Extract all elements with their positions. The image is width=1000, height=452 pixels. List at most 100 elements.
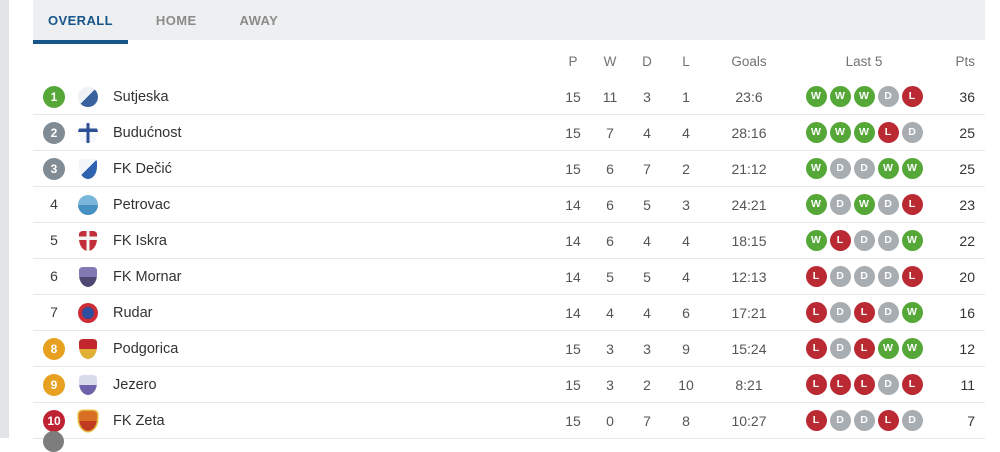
- rank-cell: 7: [33, 304, 75, 322]
- page-left-margin: [0, 0, 9, 438]
- team-name[interactable]: FK Zeta: [113, 412, 165, 429]
- tab-home[interactable]: HOME: [155, 12, 197, 28]
- form-icon-l: L: [901, 266, 923, 287]
- points-cell: 20: [959, 268, 975, 285]
- form-icon-l: L: [805, 266, 827, 287]
- draws-cell: 4: [643, 124, 651, 141]
- rank-badge: 8: [43, 337, 65, 360]
- draws-cell: 3: [643, 88, 651, 105]
- draws-cell: 5: [643, 268, 651, 285]
- rank-cell: 10: [33, 409, 75, 432]
- team-name[interactable]: FK Iskra: [113, 232, 167, 249]
- team-crest-icon: [78, 302, 98, 323]
- form-icon-l: L: [805, 302, 827, 323]
- rank-cell: 4: [33, 196, 75, 214]
- team-badge-cell: [75, 410, 101, 431]
- form-icon-w: W: [901, 302, 923, 323]
- rank-badge: 4: [50, 195, 58, 212]
- form-icon-w: W: [805, 230, 827, 251]
- form-icon-w: W: [853, 194, 875, 215]
- points-header: Pts: [955, 54, 975, 69]
- form-icon-l: L: [901, 86, 923, 107]
- team-badge-cell: [75, 266, 101, 287]
- team-crest-icon: [78, 86, 98, 107]
- form-icon-l: L: [805, 374, 827, 395]
- goals-cell: 21:12: [731, 160, 767, 177]
- team-badge-cell: [75, 194, 101, 215]
- goals-cell: 23:6: [735, 88, 763, 105]
- losses-cell: 3: [682, 196, 690, 213]
- tab-overall[interactable]: OVERALL: [33, 0, 128, 44]
- rank-badge: 3: [43, 157, 65, 180]
- wins-cell: 7: [606, 124, 614, 141]
- goals-cell: 15:24: [731, 340, 767, 357]
- losses-cell: 4: [682, 124, 690, 141]
- team-name[interactable]: FK Dečić: [113, 160, 172, 177]
- draws-cell: 5: [643, 196, 651, 213]
- losses-cell: 2: [682, 160, 690, 177]
- rank-cell: 9: [33, 373, 75, 396]
- team-name[interactable]: FK Mornar: [113, 268, 182, 285]
- losses-cell: 6: [682, 304, 690, 321]
- rank-cell: 1: [33, 85, 75, 108]
- team-badge-cell: [75, 338, 101, 359]
- form-icon-l: L: [901, 194, 923, 215]
- team-name[interactable]: Rudar: [113, 304, 153, 321]
- played-cell: 14: [565, 196, 581, 213]
- team-badge-cell: [75, 86, 101, 107]
- form-icon-l: L: [853, 302, 875, 323]
- team-name[interactable]: Budućnost: [113, 124, 182, 141]
- team-name[interactable]: Jezero: [113, 376, 157, 393]
- losses-cell: 4: [682, 268, 690, 285]
- form-icon-w: W: [877, 338, 899, 359]
- draws-cell: 4: [643, 304, 651, 321]
- rank-badge: 1: [43, 85, 65, 108]
- table-header-row: P W D L Goals Last 5 Pts: [33, 44, 985, 79]
- played-cell: 15: [565, 340, 581, 357]
- played-cell: 14: [565, 304, 581, 321]
- rank-cell: 8: [33, 337, 75, 360]
- goals-cell: 28:16: [731, 124, 767, 141]
- rank-cell: 3: [33, 157, 75, 180]
- team-crest-icon: [78, 194, 98, 215]
- wins-cell: 0: [606, 412, 614, 429]
- team-crest-icon: [78, 122, 98, 143]
- rank-cell: 5: [33, 232, 75, 250]
- team-name[interactable]: Podgorica: [113, 340, 179, 357]
- team-name[interactable]: Sutjeska: [113, 88, 169, 105]
- draws-header: D: [642, 54, 652, 69]
- team-crest-icon: [79, 374, 97, 395]
- losses-cell: 9: [682, 340, 690, 357]
- team-badge-cell: [75, 122, 101, 143]
- team-crest-icon: [79, 410, 97, 431]
- form-icon-w: W: [901, 230, 923, 251]
- rank-cell: 6: [33, 268, 75, 286]
- points-cell: 25: [959, 124, 975, 141]
- form-icon-l: L: [829, 374, 851, 395]
- next-row-rank-partial: [43, 431, 64, 452]
- points-cell: 25: [959, 160, 975, 177]
- form-icon-l: L: [805, 410, 827, 431]
- form-icon-l: L: [853, 338, 875, 359]
- tab-away[interactable]: AWAY: [239, 12, 279, 28]
- team-name[interactable]: Petrovac: [113, 196, 171, 213]
- losses-header: L: [682, 54, 690, 69]
- draws-cell: 3: [643, 340, 651, 357]
- played-cell: 14: [565, 268, 581, 285]
